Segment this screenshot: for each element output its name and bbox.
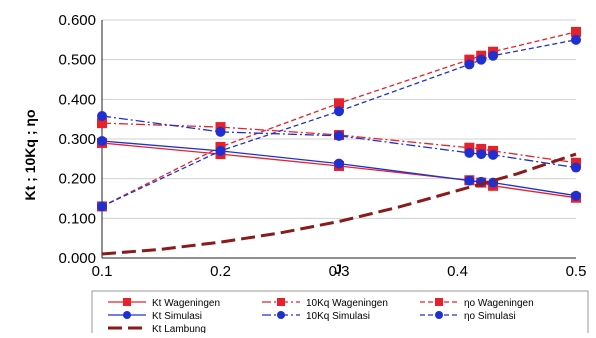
data-point <box>215 145 226 156</box>
data-point <box>488 149 499 160</box>
series-line <box>101 122 577 164</box>
data-point <box>97 201 107 212</box>
series <box>97 110 581 173</box>
legend-label: Kt Lambung <box>152 324 206 333</box>
data-point <box>571 34 581 45</box>
legend-marker <box>123 298 131 306</box>
y-axis-title: Kt ; 10Kq ; ηo <box>22 110 38 201</box>
grid <box>102 19 576 219</box>
x-tick-label: 0.1 <box>92 263 113 280</box>
x-axis-title: J <box>334 261 342 277</box>
data-point <box>334 106 344 117</box>
data-point <box>464 147 475 158</box>
data-point <box>334 130 344 141</box>
data-point <box>334 98 344 109</box>
legend-label: Kt Wageningen <box>152 298 220 309</box>
axes: Kt ; 10Kq ; ηo J 0.000 0.100 0.200 0.300 0.4… <box>22 12 586 280</box>
legend-label: ηo Simulasi <box>464 311 516 322</box>
series <box>97 34 581 212</box>
series-layer <box>97 26 581 256</box>
y-tick-label: 0.600 <box>58 12 96 29</box>
data-point <box>571 26 581 37</box>
legend-label: 10Kq Simulasi <box>306 311 370 322</box>
data-point <box>97 110 107 121</box>
data-point <box>97 135 107 146</box>
series <box>101 152 577 256</box>
series <box>97 135 581 201</box>
x-tick-label: 0.5 <box>566 263 587 280</box>
legend-item: ηo Wageningen <box>420 298 534 309</box>
data-point <box>476 149 487 160</box>
data-point <box>476 143 487 154</box>
data-point <box>97 118 107 129</box>
legend-item: ηo Simulasi <box>420 311 516 322</box>
data-point <box>334 158 344 169</box>
legend-marker <box>277 311 285 319</box>
series <box>97 137 581 203</box>
legend-item: Kt Simulasi <box>108 311 202 322</box>
data-point <box>488 50 499 61</box>
data-point <box>476 54 487 65</box>
data-point <box>571 190 581 201</box>
data-point <box>464 142 475 153</box>
series-line <box>101 31 577 207</box>
series-line <box>101 152 577 256</box>
legend-item: 10Kq Simulasi <box>262 311 370 322</box>
legend-item: 10Kq Wageningen <box>262 298 388 309</box>
y-tick-label: 0.200 <box>58 171 96 188</box>
y-tick-label: 0.300 <box>58 131 96 148</box>
legend-label: Kt Simulasi <box>152 311 202 322</box>
data-point <box>464 175 475 186</box>
y-tick-label: 0.400 <box>58 91 96 108</box>
series <box>97 26 581 212</box>
legend-label: ηo Wageningen <box>464 298 534 309</box>
y-tick-label: 0.500 <box>58 52 96 69</box>
data-point <box>215 126 226 137</box>
data-point <box>571 162 581 173</box>
legend-item: Kt Wageningen <box>108 298 220 309</box>
legend: Kt Wageningen 10Kq Wageningen ηo Wageninge… <box>91 290 589 338</box>
legend-marker <box>435 311 443 319</box>
legend-box <box>91 290 589 338</box>
legend-marker <box>277 298 285 306</box>
x-tick-label: 0.2 <box>210 263 231 280</box>
y-tick-label: 0.000 <box>58 250 96 267</box>
legend-label: 10Kq Wageningen <box>306 298 388 309</box>
legend-marker <box>435 298 443 306</box>
legend-marker <box>123 311 131 319</box>
x-tick-label: 0.3 <box>329 263 350 280</box>
series-line <box>101 39 577 207</box>
y-tick-label: 0.100 <box>58 210 96 227</box>
data-point <box>464 59 475 70</box>
legend-item: Kt Lambung <box>108 324 206 335</box>
x-tick-label: 0.4 <box>447 263 468 280</box>
